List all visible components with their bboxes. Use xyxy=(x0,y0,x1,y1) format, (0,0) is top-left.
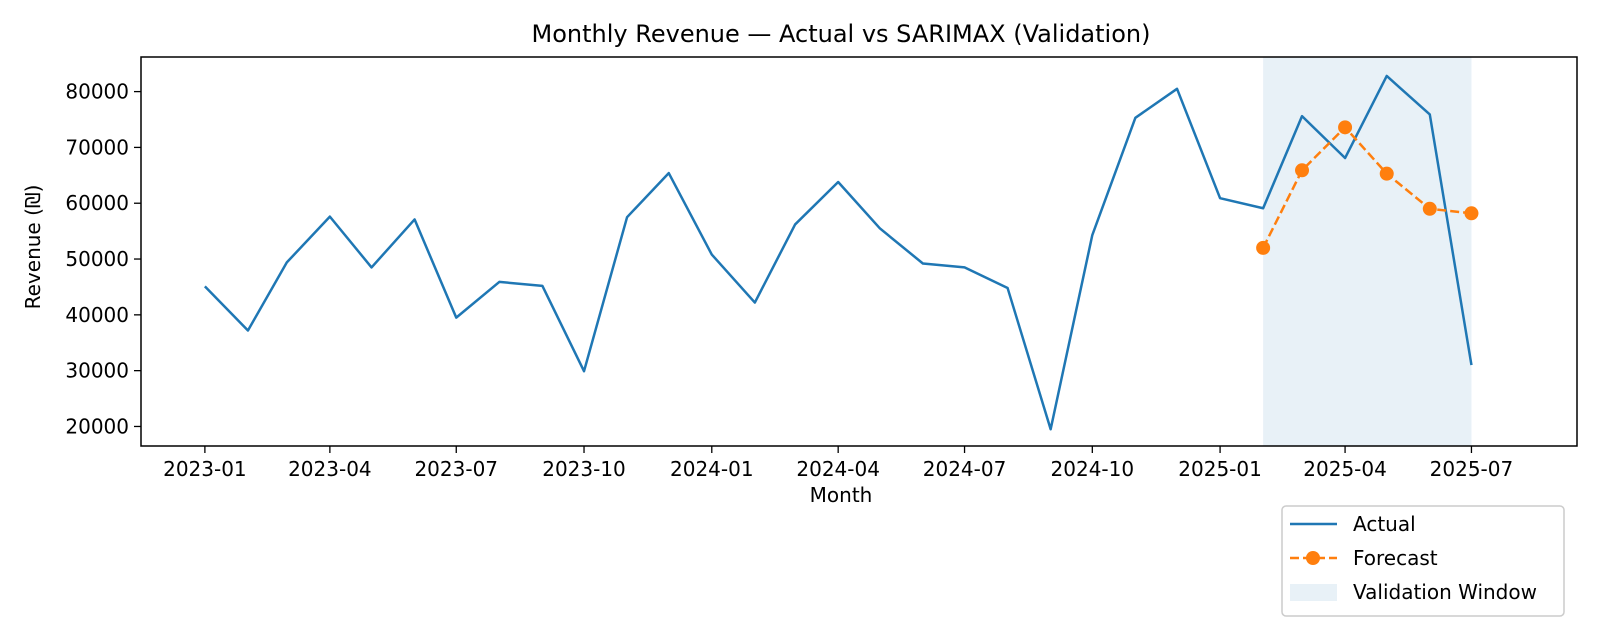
y-tick-label: 80000 xyxy=(65,80,129,104)
x-tick-label: 2025-07 xyxy=(1430,457,1514,481)
legend-validation-label: Validation Window xyxy=(1353,580,1537,604)
forecast-series-line xyxy=(1262,126,1472,249)
y-axis-ticks: 20000 30000 40000 50000 60000 70000 80000 xyxy=(65,80,141,438)
x-tick-label: 2024-01 xyxy=(670,457,754,481)
chart-title: Monthly Revenue — Actual vs SARIMAX (Val… xyxy=(532,20,1151,48)
x-tick-label: 2024-10 xyxy=(1051,457,1135,481)
x-tick-label: 2024-04 xyxy=(796,457,880,481)
legend-actual-label: Actual xyxy=(1353,512,1416,536)
x-tick-label: 2023-04 xyxy=(288,457,372,481)
x-tick-label: 2023-07 xyxy=(414,457,498,481)
x-axis-label: Month xyxy=(810,483,873,507)
y-tick-label: 40000 xyxy=(65,303,129,327)
legend-validation-swatch xyxy=(1290,584,1337,601)
legend-forecast-marker xyxy=(1306,551,1320,565)
y-axis-label: Revenue (₪) xyxy=(21,185,45,310)
x-tick-label: 2023-01 xyxy=(163,457,247,481)
axes-frame xyxy=(140,56,1578,447)
y-tick-label: 50000 xyxy=(65,247,129,271)
validation-window-region xyxy=(1263,57,1472,446)
legend: Actual Forecast Validation Window xyxy=(1281,505,1565,617)
legend-box xyxy=(1281,505,1565,617)
plot-area xyxy=(203,57,1479,446)
y-tick-label: 20000 xyxy=(65,414,129,438)
forecast-point xyxy=(1464,206,1479,221)
forecast-point xyxy=(1379,166,1394,181)
x-tick-label: 2025-01 xyxy=(1178,457,1262,481)
x-axis-ticks: 2023-01 2023-04 2023-07 2023-10 2024-01 2024-… xyxy=(163,446,1513,481)
x-tick-label: 2023-10 xyxy=(542,457,626,481)
y-tick-label: 60000 xyxy=(65,191,129,215)
forecast-point xyxy=(1422,201,1437,216)
x-tick-label: 2025-04 xyxy=(1303,457,1387,481)
forecast-point xyxy=(1256,240,1271,255)
forecast-point xyxy=(1338,120,1353,135)
legend-forecast-label: Forecast xyxy=(1353,546,1438,570)
actual-series-line xyxy=(203,74,1473,431)
forecast-point xyxy=(1295,163,1310,178)
x-tick-label: 2024-07 xyxy=(923,457,1007,481)
y-tick-label: 70000 xyxy=(65,135,129,159)
y-tick-label: 30000 xyxy=(65,359,129,383)
